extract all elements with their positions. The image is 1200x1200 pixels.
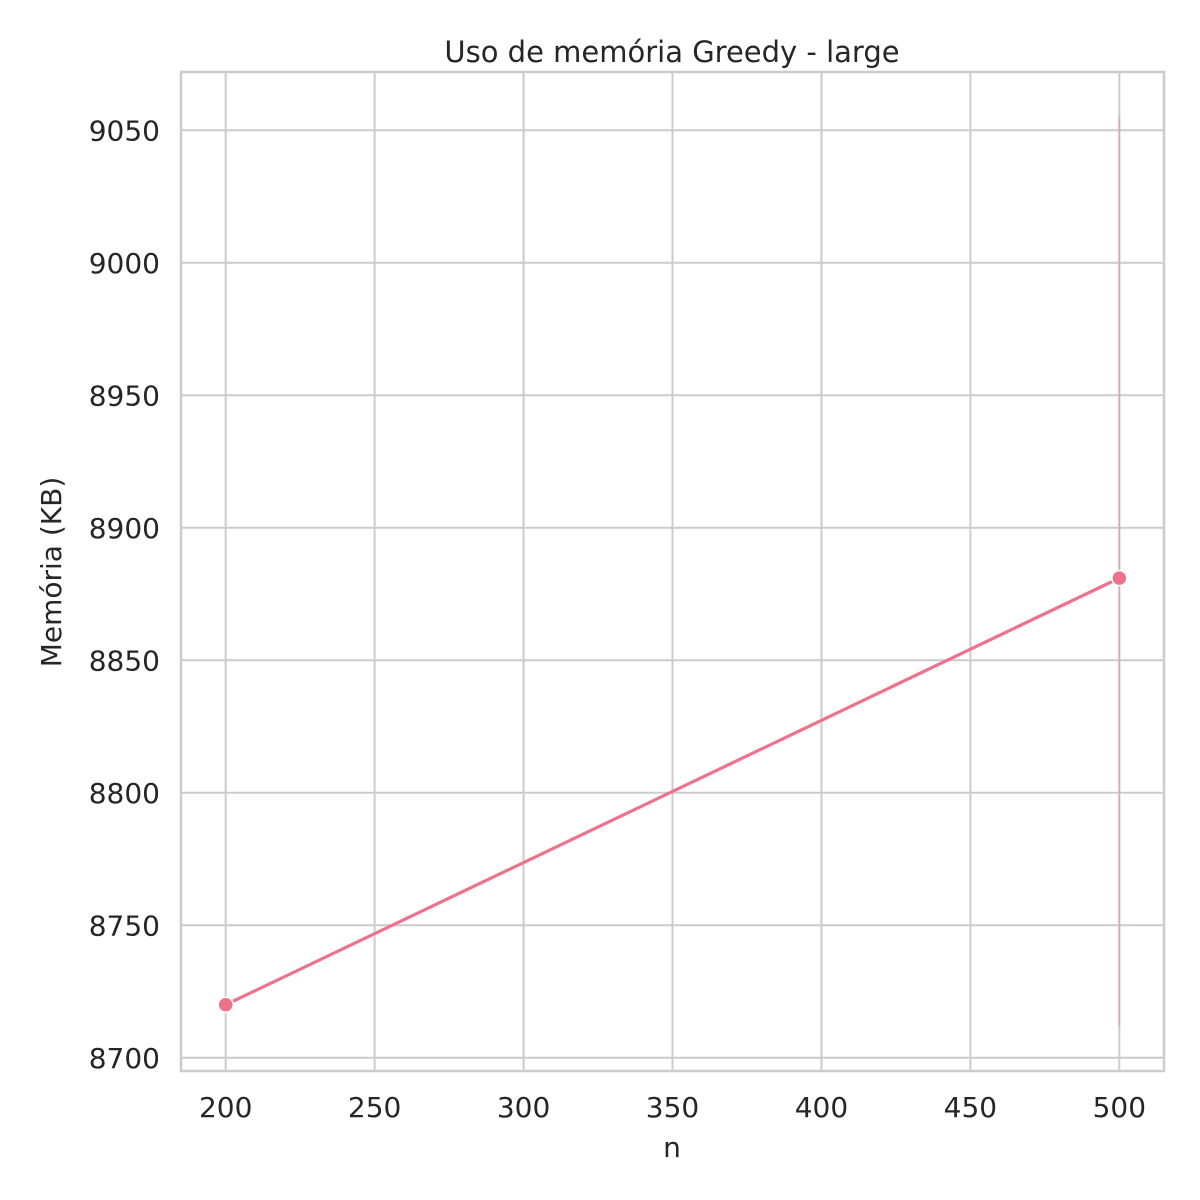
data-point-0-1 bbox=[1111, 569, 1128, 587]
series-line-0 bbox=[224, 576, 1121, 1007]
y-tick-label-8950: 8950 bbox=[89, 379, 160, 412]
x-tick-label-450: 450 bbox=[944, 1091, 997, 1124]
y-tick-label-8800: 8800 bbox=[89, 777, 160, 810]
y-axis-label: Memória (KB) bbox=[35, 477, 68, 668]
x-tick-label-400: 400 bbox=[795, 1091, 848, 1124]
y-tick-labels: 8700 8750 8800 8850 8900 8950 9000 9050 bbox=[89, 114, 160, 1074]
plot-frame bbox=[179, 70, 1166, 1073]
series-lines bbox=[224, 576, 1121, 1007]
x-tick-label-350: 350 bbox=[646, 1091, 699, 1124]
x-tick-labels: 200 250 300 350 400 450 500 bbox=[199, 1091, 1146, 1124]
series-markers bbox=[217, 569, 1128, 1014]
y-tick-label-8850: 8850 bbox=[89, 644, 160, 677]
x-tick-label-500: 500 bbox=[1093, 1091, 1146, 1124]
y-tick-label-9000: 9000 bbox=[89, 247, 160, 280]
x-axis-label: n bbox=[663, 1131, 681, 1164]
data-point-0-0 bbox=[217, 996, 234, 1014]
x-tick-label-250: 250 bbox=[348, 1091, 401, 1124]
y-tick-label-9050: 9050 bbox=[89, 114, 160, 147]
x-tick-label-300: 300 bbox=[497, 1091, 550, 1124]
x-tick-label-200: 200 bbox=[199, 1091, 252, 1124]
y-tick-label-8900: 8900 bbox=[89, 512, 160, 545]
y-tick-label-8700: 8700 bbox=[89, 1042, 160, 1075]
chart-title: Uso de memória Greedy - large bbox=[444, 35, 899, 69]
y-tick-label-8750: 8750 bbox=[89, 909, 160, 942]
